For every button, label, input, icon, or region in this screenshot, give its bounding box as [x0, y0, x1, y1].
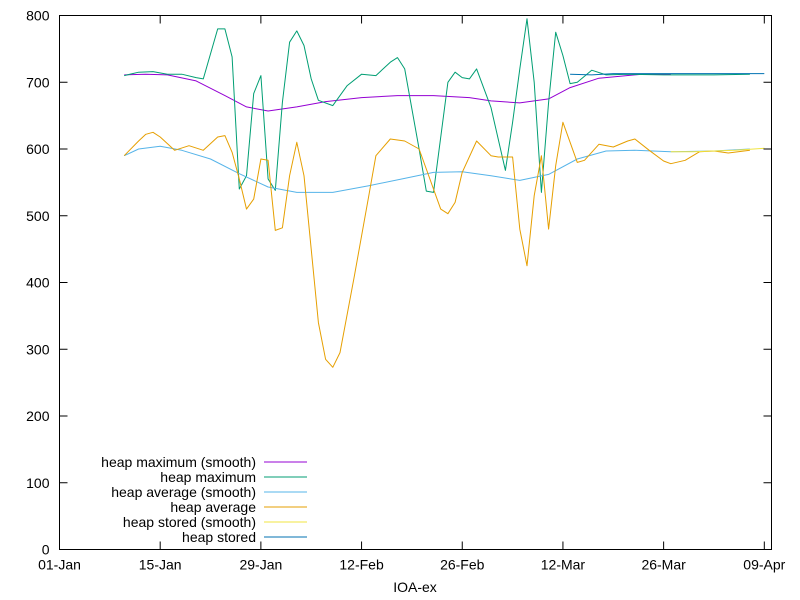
y-tick-label: 800	[26, 8, 50, 24]
y-tick-label: 100	[26, 475, 50, 491]
legend-label: heap maximum (smooth)	[101, 454, 256, 470]
legend-label: heap stored	[182, 529, 256, 545]
x-axis-title: IOA-ex	[393, 579, 437, 595]
y-tick-label: 300	[26, 341, 50, 357]
legend-label: heap average (smooth)	[111, 484, 256, 500]
y-tick-label: 400	[26, 275, 50, 291]
x-tick-label: 09-Apr	[743, 557, 785, 573]
x-tick-label: 15-Jan	[139, 557, 182, 573]
axes: 0 100 200 300 400 500 600 700 800 01-Jan 15-Jan 29-…	[26, 8, 786, 573]
legend-label: heap stored (smooth)	[123, 514, 256, 530]
series-line-heap-maximum-smooth	[124, 73, 671, 112]
x-tick-label: 26-Mar	[641, 557, 686, 573]
x-tick-label: 12-Mar	[541, 557, 586, 573]
x-tick-label: 12-Feb	[339, 557, 384, 573]
y-tick-label: 500	[26, 208, 50, 224]
series-line-heap-average	[123, 121, 750, 368]
series-line-heap-stored-smooth	[670, 147, 765, 153]
legend-label: heap average	[170, 499, 256, 515]
series-line-heap-maximum	[124, 18, 750, 193]
y-tick-label: 700	[26, 74, 50, 90]
x-tick-label: 29-Jan	[239, 557, 282, 573]
x-tick-label: 01-Jan	[38, 557, 81, 573]
y-tick-label: 200	[26, 408, 50, 424]
x-tick-label: 26-Feb	[440, 557, 485, 573]
plot-lines	[123, 18, 765, 368]
series-line-heap-average-smooth	[123, 145, 750, 193]
legend-label: heap maximum	[160, 469, 256, 485]
y-tick-label: 600	[26, 141, 50, 157]
series-line-heap-stored	[570, 73, 765, 76]
y-tick-label: 0	[42, 542, 50, 558]
